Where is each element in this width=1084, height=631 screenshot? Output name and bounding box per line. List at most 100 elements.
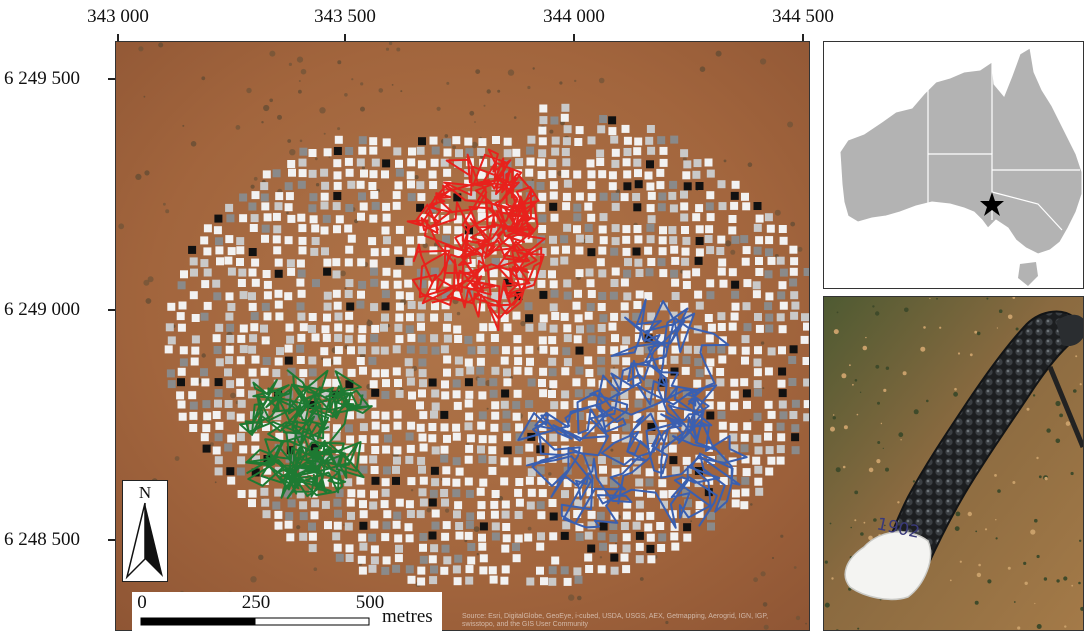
heliostat-panel [453,577,462,586]
heliostat-panel [575,532,584,541]
heliostat-panel [635,346,644,355]
heliostat-panel [659,158,668,167]
heliostat-panel [611,148,620,157]
satellite-map[interactable] [115,41,810,631]
photo-speck [875,311,880,316]
heliostat-panel [658,192,667,201]
heliostat-panel [443,168,452,177]
heliostat-panel [333,181,342,190]
heliostat-panel [203,268,212,277]
heliostat-panel [633,301,642,309]
heliostat-panel [369,146,378,155]
heliostat-panel [479,566,488,575]
heliostat-panel [345,168,354,177]
heliostat-panel [538,137,547,146]
heliostat-panel [538,248,547,256]
heliostat-panel [670,135,679,144]
heliostat-panel [357,334,366,343]
heliostat-panel [239,291,248,300]
heliostat-panel [670,245,679,254]
heliostat-panel [632,312,641,321]
photo-speck [954,387,957,391]
heliostat-panel [431,402,440,411]
heliostat-panel [622,533,631,542]
heliostat-panel [274,289,283,298]
heliostat-panel [778,346,786,355]
heliostat-panel [454,226,463,235]
heliostat-panel [560,235,569,244]
heliostat-panel [359,465,368,474]
heliostat-panel [394,554,403,563]
heliostat-panel [213,346,222,354]
heliostat-panel [272,369,281,378]
heliostat-panel [189,257,198,266]
shrub [201,353,206,358]
heliostat-panel [584,223,593,232]
heliostat-panel [272,169,281,178]
heliostat-panel [296,490,305,499]
heliostat-panel [755,487,764,496]
heliostat-panel [717,411,726,420]
heliostat-panel [441,291,450,300]
heliostat-panel [491,490,500,498]
heliostat-panel [452,565,461,574]
photo-speck [880,422,883,425]
heliostat-panel [203,301,212,310]
heliostat-panel [299,323,308,332]
heliostat-panel [347,180,356,189]
shrub [549,129,554,134]
heliostat-panel [418,280,427,289]
heliostat-panel [249,224,258,232]
heliostat-panel [575,346,584,355]
heliostat-panel [392,345,401,354]
heliostat-panel [536,235,545,244]
shrub [422,242,428,249]
heliostat-panel [525,476,534,485]
heliostat-panel [392,201,401,210]
heliostat-panel [767,347,776,356]
shrub [520,320,526,327]
heliostat-panel [776,445,785,454]
heliostat-panel [237,334,246,343]
heliostat-panel [695,509,704,518]
heliostat-panel [454,335,463,343]
heliostat-panel [731,235,740,244]
heliostat-panel [587,290,596,298]
heliostat-panel [610,566,619,575]
heliostat-panel [347,511,355,520]
heliostat-panel [395,389,404,398]
heliostat-panel [620,390,629,399]
shrub [682,157,687,162]
heliostat-panel [284,236,293,245]
photo-speck [897,501,900,504]
photo-speck [868,467,874,473]
photo-speck [824,602,830,608]
heliostat-panel [466,512,475,521]
photo-speck [900,439,902,441]
heliostat-panel [704,158,713,167]
heliostat-panel [683,345,692,354]
heliostat-panel [789,411,798,419]
shrub [699,66,706,72]
heliostat-panel [719,432,728,441]
heliostat-panel [514,511,523,519]
heliostat-panel [548,336,557,345]
heliostat-panel [431,478,440,487]
heliostat-panel [371,369,380,378]
heliostat-panel [490,423,499,432]
heliostat-panel [335,215,344,224]
heliostat-panel [335,489,344,498]
heliostat-panel [587,544,596,553]
heliostat-panel [741,335,750,344]
heliostat-panel [491,258,500,266]
heliostat-panel [252,455,260,464]
heliostat-panel [548,159,557,168]
heliostat-panel [308,324,316,333]
heliostat-panel [418,369,427,378]
heliostat-panel [356,410,365,419]
heliostat-panel [236,237,245,246]
heliostat-panel [407,301,416,309]
heliostat-panel [274,510,283,519]
heliostat-panel [419,214,428,223]
heliostat-panel [333,192,342,200]
